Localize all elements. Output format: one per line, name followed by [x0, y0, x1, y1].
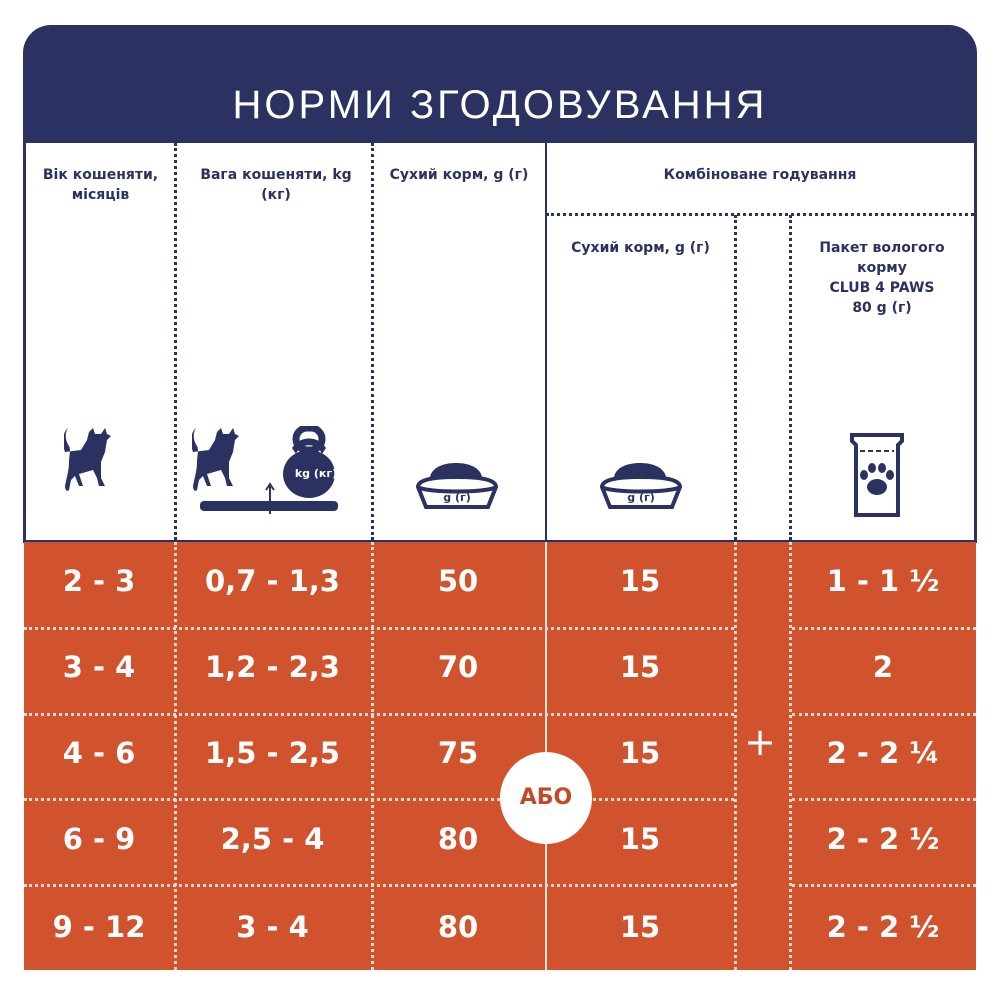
combined-dry-cell: 15 [619, 650, 661, 684]
dry-cell: 50 [437, 564, 479, 598]
divider [792, 798, 976, 801]
divider [734, 542, 737, 970]
bowl-label: g (г) [627, 491, 655, 504]
divider [24, 627, 734, 630]
header-combined-dry: Сухий корм, g (г) [571, 240, 710, 256]
divider [371, 143, 374, 540]
weight-cell: 3 - 4 [236, 910, 309, 944]
dry-cell: 70 [437, 650, 479, 684]
plus-sign: + [744, 720, 776, 764]
wet-cell: 1 - 1 ½ [826, 564, 940, 598]
header-weight: Вага кошеняти, kg (кг) [200, 167, 352, 203]
combined-dry-cell: 15 [619, 910, 661, 944]
bowl-icon [415, 463, 499, 509]
kitten-icon [64, 428, 111, 491]
wet-food-pouch-icon [850, 433, 904, 517]
header-dry: Сухий корм, g (г) [389, 167, 529, 183]
wet-line: CLUB 4 PAWS [829, 280, 935, 296]
divider [24, 798, 734, 801]
age-cell: 2 - 3 [62, 564, 136, 598]
age-cell: 4 - 6 [62, 736, 136, 770]
weight-cell: 0,7 - 1,3 [205, 564, 340, 598]
age-cell: 6 - 9 [62, 822, 136, 856]
divider [371, 542, 374, 970]
table-header: Вік кошеняти, місяців Вага кошеняти, kg … [26, 143, 974, 540]
age-cell: 9 - 12 [52, 910, 146, 944]
bowl-label: g (г) [443, 491, 471, 504]
divider [792, 627, 976, 630]
wet-cell: 2 [872, 650, 894, 684]
divider [174, 143, 177, 540]
header-age: Вік кошеняти, місяців [42, 167, 159, 203]
wet-line: корму [857, 260, 907, 276]
divider [792, 713, 976, 716]
header-wet: Пакет вологого корму CLUB 4 PAWS 80 g (г… [790, 238, 974, 318]
or-badge: АБО [500, 752, 592, 844]
divider [789, 542, 792, 970]
combined-dry-cell: 15 [619, 564, 661, 598]
divider [546, 213, 974, 216]
divider [789, 215, 792, 540]
weight-cell: 1,5 - 2,5 [205, 736, 340, 770]
weight-cell: 1,2 - 2,3 [205, 650, 340, 684]
wet-line: 80 g (г) [852, 300, 912, 316]
wet-cell: 2 - 2 ½ [826, 822, 940, 856]
combined-dry-cell: 15 [619, 736, 661, 770]
page-title: НОРМИ ЗГОДОВУВАННЯ [232, 83, 768, 127]
divider [734, 215, 737, 540]
divider [545, 143, 547, 540]
weight-label: kg (кг) [294, 467, 338, 480]
wet-line: Пакет вологого [819, 240, 945, 256]
dry-cell: 80 [437, 910, 479, 944]
weight-cell: 2,5 - 4 [220, 822, 325, 856]
dry-cell: 75 [437, 736, 479, 770]
divider [792, 884, 976, 887]
kitten-weight-icon [192, 426, 338, 514]
feeding-table-body [24, 542, 976, 970]
age-cell: 3 - 4 [62, 650, 136, 684]
header-combined: Комбіноване годування [663, 167, 857, 183]
divider [24, 884, 734, 887]
wet-cell: 2 - 2 ½ [826, 910, 940, 944]
dry-cell: 80 [437, 822, 479, 856]
combined-dry-cell: 15 [619, 822, 661, 856]
bowl-icon [599, 463, 683, 509]
wet-cell: 2 - 2 ¼ [826, 736, 940, 770]
divider [24, 713, 734, 716]
divider [174, 542, 177, 970]
